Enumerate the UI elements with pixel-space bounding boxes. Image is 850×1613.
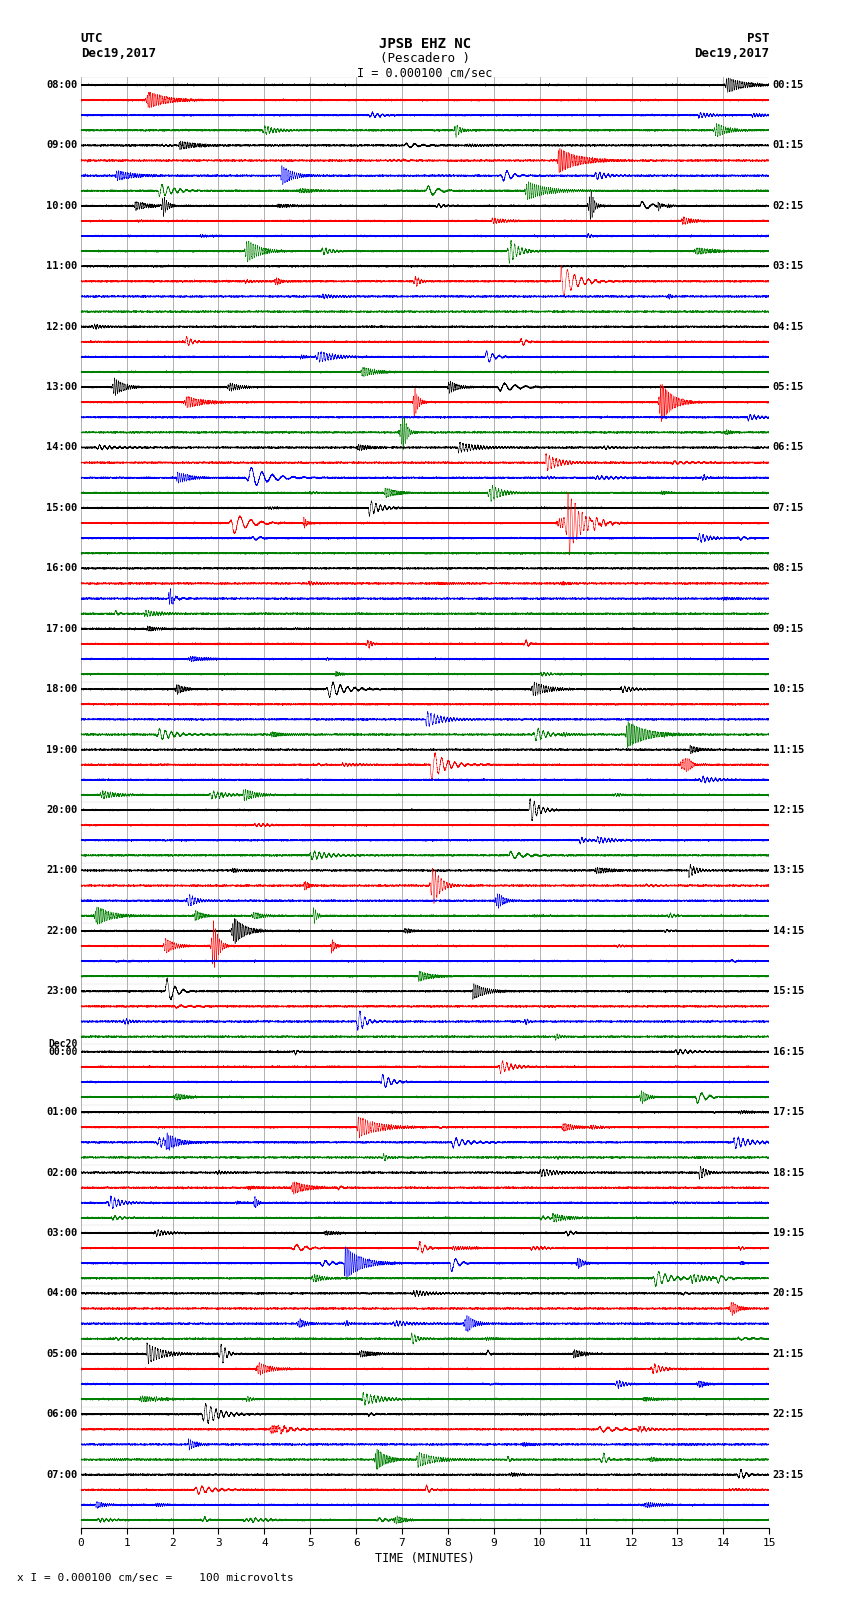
Text: 19:00: 19:00 (46, 745, 77, 755)
Text: 11:15: 11:15 (773, 745, 804, 755)
Text: PST: PST (747, 32, 769, 45)
Text: 06:15: 06:15 (773, 442, 804, 453)
Text: 01:15: 01:15 (773, 140, 804, 150)
Text: 08:15: 08:15 (773, 563, 804, 573)
Text: 03:15: 03:15 (773, 261, 804, 271)
Text: 14:15: 14:15 (773, 926, 804, 936)
Text: 05:00: 05:00 (46, 1348, 77, 1358)
Text: (Pescadero ): (Pescadero ) (380, 52, 470, 65)
Text: Dec19,2017: Dec19,2017 (694, 47, 769, 60)
Text: 10:00: 10:00 (46, 200, 77, 211)
Text: 23:00: 23:00 (46, 986, 77, 997)
Text: 17:00: 17:00 (46, 624, 77, 634)
Text: 09:00: 09:00 (46, 140, 77, 150)
Text: 11:00: 11:00 (46, 261, 77, 271)
Text: 12:00: 12:00 (46, 321, 77, 332)
Text: 18:00: 18:00 (46, 684, 77, 694)
Text: 20:15: 20:15 (773, 1289, 804, 1298)
Text: JPSB EHZ NC: JPSB EHZ NC (379, 37, 471, 52)
Text: 16:00: 16:00 (46, 563, 77, 573)
Text: 09:15: 09:15 (773, 624, 804, 634)
Text: 07:00: 07:00 (46, 1469, 77, 1479)
Text: 13:15: 13:15 (773, 866, 804, 876)
Text: I = 0.000100 cm/sec: I = 0.000100 cm/sec (357, 66, 493, 79)
Text: 18:15: 18:15 (773, 1168, 804, 1177)
Text: 04:15: 04:15 (773, 321, 804, 332)
Text: 03:00: 03:00 (46, 1227, 77, 1237)
Text: 17:15: 17:15 (773, 1107, 804, 1118)
Text: 12:15: 12:15 (773, 805, 804, 815)
Text: 22:15: 22:15 (773, 1410, 804, 1419)
Text: 20:00: 20:00 (46, 805, 77, 815)
Text: 10:15: 10:15 (773, 684, 804, 694)
Text: 19:15: 19:15 (773, 1227, 804, 1237)
Text: 22:00: 22:00 (46, 926, 77, 936)
Text: 15:00: 15:00 (46, 503, 77, 513)
Text: 04:00: 04:00 (46, 1289, 77, 1298)
Text: 05:15: 05:15 (773, 382, 804, 392)
Text: 02:00: 02:00 (46, 1168, 77, 1177)
Text: 16:15: 16:15 (773, 1047, 804, 1057)
Text: 08:00: 08:00 (46, 81, 77, 90)
Text: 02:15: 02:15 (773, 200, 804, 211)
Text: Dec19,2017: Dec19,2017 (81, 47, 156, 60)
Text: 00:00: 00:00 (48, 1047, 77, 1057)
Text: Dec20: Dec20 (48, 1039, 77, 1048)
Text: 15:15: 15:15 (773, 986, 804, 997)
Text: 06:00: 06:00 (46, 1410, 77, 1419)
Text: 13:00: 13:00 (46, 382, 77, 392)
Text: x I = 0.000100 cm/sec =    100 microvolts: x I = 0.000100 cm/sec = 100 microvolts (17, 1573, 294, 1582)
Text: 14:00: 14:00 (46, 442, 77, 453)
Text: 07:15: 07:15 (773, 503, 804, 513)
Text: 21:15: 21:15 (773, 1348, 804, 1358)
Text: UTC: UTC (81, 32, 103, 45)
Text: 21:00: 21:00 (46, 866, 77, 876)
X-axis label: TIME (MINUTES): TIME (MINUTES) (375, 1552, 475, 1565)
Text: 01:00: 01:00 (46, 1107, 77, 1118)
Text: 00:15: 00:15 (773, 81, 804, 90)
Text: 23:15: 23:15 (773, 1469, 804, 1479)
